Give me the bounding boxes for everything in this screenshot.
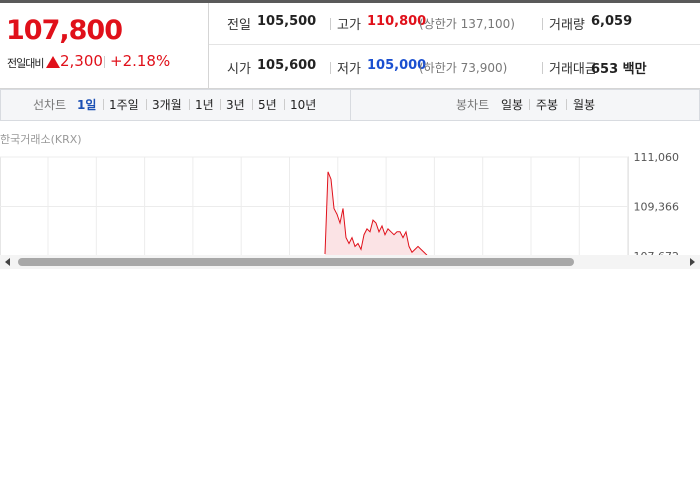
info-table <box>209 3 700 89</box>
separator <box>146 99 147 110</box>
separator <box>220 99 221 110</box>
separator <box>330 18 331 30</box>
period-tab[interactable]: 1일 <box>77 98 97 112</box>
y-tick-label: 111,060 <box>634 151 680 164</box>
period-tab[interactable]: 10년 <box>290 98 317 112</box>
info-label: 거래대금 <box>549 62 597 77</box>
price-chart: 111,060 109,366 107,672 <box>0 151 680 255</box>
period-tab[interactable]: 3개월 <box>152 98 182 112</box>
change-rate: +2.18% <box>110 52 171 70</box>
period-tab[interactable]: 3년 <box>226 98 245 112</box>
row-separator <box>209 44 700 45</box>
change: 2,300 <box>60 52 103 70</box>
info-value: 105,000 <box>367 58 427 73</box>
separator <box>566 99 567 110</box>
separator <box>103 99 104 110</box>
info-value: 653 백만 <box>591 62 647 77</box>
candle-tab[interactable]: 월봉 <box>573 98 596 112</box>
separator <box>529 99 530 110</box>
info-note: (상한가 137,100) <box>419 17 515 31</box>
separator <box>542 62 543 74</box>
period-tab[interactable]: 5년 <box>258 98 277 112</box>
price-area <box>325 171 427 255</box>
separator <box>104 56 105 68</box>
info-label: 고가 <box>337 18 361 33</box>
price-box <box>0 3 209 89</box>
period-tab[interactable]: 1주일 <box>109 98 139 112</box>
period-tab[interactable]: 1년 <box>195 98 214 112</box>
separator <box>284 99 285 110</box>
info-value: 6,059 <box>591 14 633 29</box>
info-label: 저가 <box>337 62 361 77</box>
separator <box>330 62 331 74</box>
price-line <box>324 171 428 255</box>
info-label: 거래량 <box>549 18 585 33</box>
top-border <box>0 0 700 3</box>
candle-tab[interactable]: 일봉 <box>501 98 524 112</box>
current-price: 107,800 <box>6 15 123 46</box>
y-tick-label: 109,366 <box>634 201 680 214</box>
scrollbar[interactable] <box>0 255 700 269</box>
separator <box>252 99 253 110</box>
info-note: (하한가 73,900) <box>419 61 508 75</box>
info-label: 전일 <box>227 18 251 33</box>
info-value: 105,500 <box>257 14 317 29</box>
candle-tab[interactable]: 주봉 <box>536 98 559 112</box>
data-source: 한국거래소(KRX) <box>0 133 82 146</box>
y-tick-label: 107,672 <box>634 250 680 255</box>
separator <box>542 18 543 30</box>
change-label: 전일대비 <box>7 57 44 70</box>
tab-divider <box>350 90 351 120</box>
info-value: 105,600 <box>257 58 317 73</box>
info-label: 시가 <box>227 62 251 77</box>
up-arrow <box>46 56 60 68</box>
separator <box>189 99 190 110</box>
tab-header: 선차트 <box>33 98 67 112</box>
tab-header: 봉차트 <box>456 98 490 112</box>
info-value: 110,800 <box>367 14 427 29</box>
